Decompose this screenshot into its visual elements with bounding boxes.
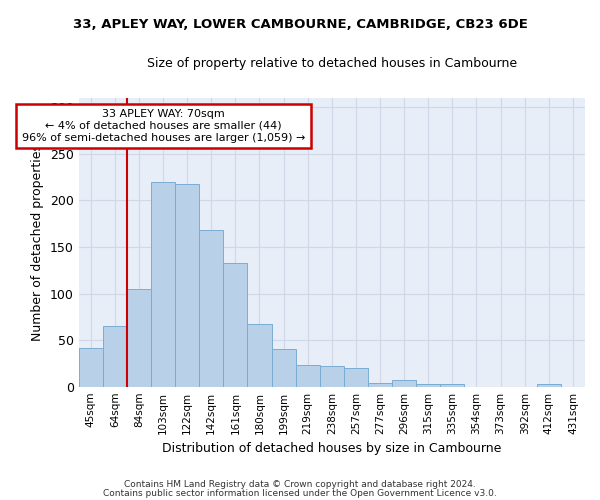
Bar [247, 324, 272, 386]
Bar [537, 384, 561, 386]
Y-axis label: Number of detached properties: Number of detached properties [31, 144, 44, 341]
Bar [127, 289, 151, 386]
X-axis label: Distribution of detached houses by size in Cambourne: Distribution of detached houses by size … [162, 442, 502, 455]
Bar [199, 230, 223, 386]
Bar [272, 350, 296, 387]
Text: Contains HM Land Registry data © Crown copyright and database right 2024.: Contains HM Land Registry data © Crown c… [124, 480, 476, 489]
Bar [344, 368, 368, 386]
Title: Size of property relative to detached houses in Cambourne: Size of property relative to detached ho… [147, 58, 517, 70]
Bar [296, 366, 320, 386]
Bar [79, 348, 103, 387]
Bar [103, 326, 127, 386]
Text: Contains public sector information licensed under the Open Government Licence v3: Contains public sector information licen… [103, 488, 497, 498]
Bar [368, 383, 392, 386]
Bar [440, 384, 464, 386]
Text: 33, APLEY WAY, LOWER CAMBOURNE, CAMBRIDGE, CB23 6DE: 33, APLEY WAY, LOWER CAMBOURNE, CAMBRIDG… [73, 18, 527, 30]
Bar [416, 384, 440, 386]
Text: 33 APLEY WAY: 70sqm
← 4% of detached houses are smaller (44)
96% of semi-detache: 33 APLEY WAY: 70sqm ← 4% of detached hou… [22, 110, 305, 142]
Bar [151, 182, 175, 386]
Bar [392, 380, 416, 386]
Bar [175, 184, 199, 386]
Bar [320, 366, 344, 386]
Bar [223, 263, 247, 386]
